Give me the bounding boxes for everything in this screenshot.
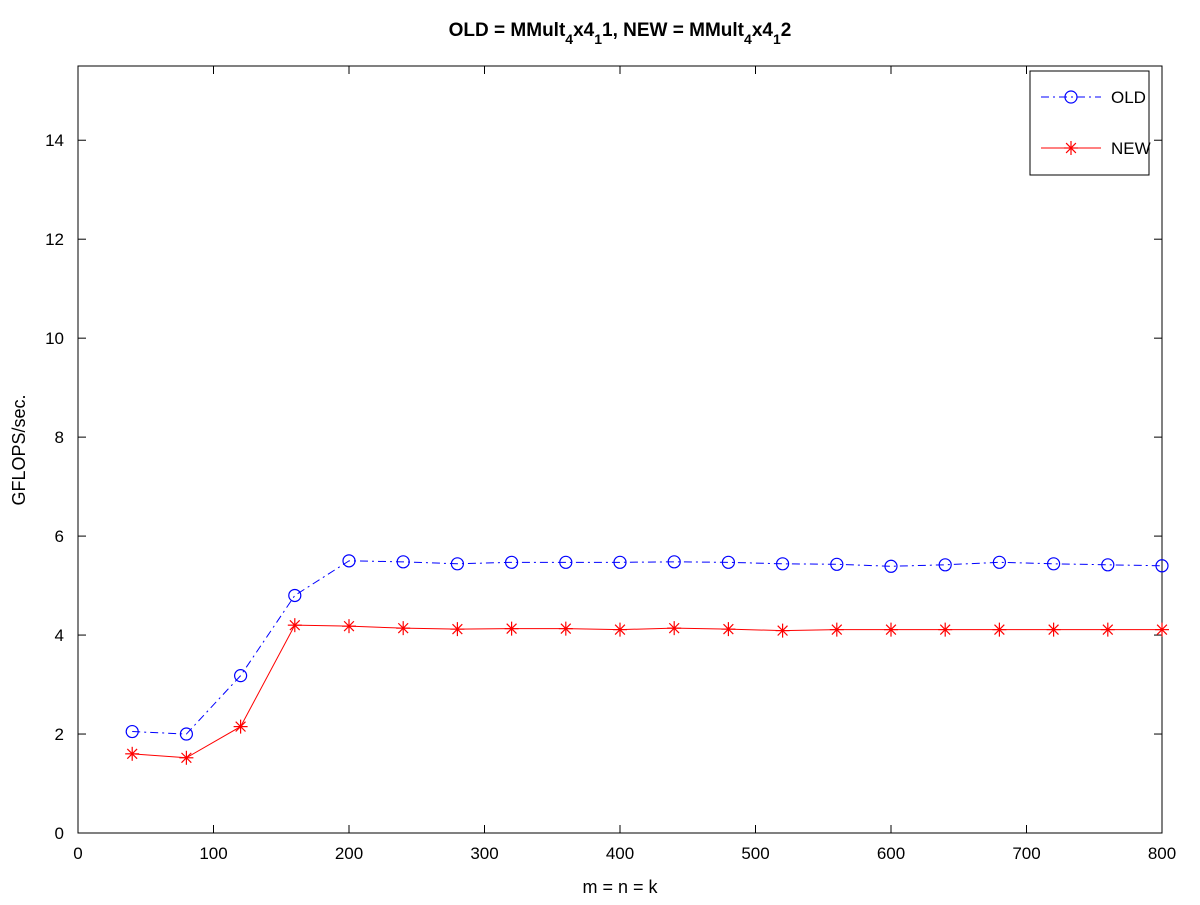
data-point-old <box>775 557 790 571</box>
x-tick-label: 0 <box>73 844 82 863</box>
data-point-new <box>233 719 248 734</box>
series-new <box>125 618 1169 765</box>
legend-marker-new <box>1064 141 1078 155</box>
series-line-old <box>132 560 1163 735</box>
data-point-new <box>992 622 1007 637</box>
series-line-new <box>132 624 1162 759</box>
data-point-new <box>884 622 898 637</box>
data-point-old <box>342 554 356 568</box>
x-tick-label: 600 <box>877 844 905 863</box>
x-tick-label: 200 <box>335 844 363 863</box>
legend-entry-new: NEW <box>1041 139 1151 158</box>
data-point-old <box>288 588 302 603</box>
x-tick-label: 100 <box>199 844 227 863</box>
data-point-new <box>938 622 953 637</box>
legend-label-old: OLD <box>1111 88 1146 107</box>
legend: OLD NEW <box>1029 70 1151 176</box>
title-part: 4 <box>744 31 752 47</box>
y-tick-label: 8 <box>55 428 64 447</box>
x-axis-tick-labels: 0 100 200 300 400 500 600 700 800 <box>73 844 1176 863</box>
y-tick-label: 0 <box>55 824 64 843</box>
data-point-new <box>558 621 573 636</box>
x-tick-label: 700 <box>1012 844 1040 863</box>
data-point-old <box>125 724 139 739</box>
legend-label-new: NEW <box>1111 139 1151 158</box>
y-tick-label: 12 <box>45 230 64 249</box>
y-tick-label: 2 <box>55 725 64 744</box>
y-axis-tick-labels: 0 2 4 6 8 10 12 14 <box>45 131 64 843</box>
chart-title: OLD = MMult4x411, NEW = MMult4x412 <box>449 20 792 47</box>
x-tick-label: 800 <box>1148 844 1176 863</box>
data-point-new <box>775 623 790 638</box>
title-part: 1, NEW = MMult <box>602 20 745 41</box>
y-tick-label: 4 <box>55 626 64 645</box>
data-point-new <box>667 621 682 636</box>
data-point-old <box>396 555 410 569</box>
data-point-old <box>1101 558 1115 572</box>
data-point-old <box>179 727 193 741</box>
data-point-old <box>938 558 952 572</box>
title-part: x4 <box>752 20 774 41</box>
data-point-old <box>559 555 573 569</box>
data-point-old <box>613 555 627 569</box>
y-tick-label: 6 <box>55 527 64 546</box>
data-point-new <box>613 622 627 637</box>
legend-marker-old <box>1064 90 1078 104</box>
data-point-new <box>1155 622 1169 637</box>
series-old <box>125 554 1169 741</box>
data-point-old <box>830 557 844 571</box>
data-point-new <box>450 622 465 637</box>
data-point-new <box>125 746 140 761</box>
x-tick-label: 500 <box>741 844 769 863</box>
data-point-new <box>179 750 194 765</box>
data-point-old <box>505 555 519 569</box>
series-layer <box>125 554 1169 765</box>
data-point-old <box>884 559 898 573</box>
title-part: x4 <box>573 20 595 41</box>
title-part: OLD = MMult <box>449 20 566 41</box>
data-point-old <box>1155 559 1169 573</box>
y-axis-label: GFLOPS/sec. <box>9 394 29 505</box>
axis-ticks <box>77 66 1163 834</box>
data-point-old <box>1046 557 1061 571</box>
title-part: 1 <box>773 31 781 47</box>
data-point-old <box>450 557 464 571</box>
data-point-new <box>396 621 411 636</box>
data-point-old <box>992 555 1007 569</box>
y-tick-label: 14 <box>45 131 64 150</box>
data-point-old <box>721 555 736 569</box>
data-point-new <box>1046 622 1061 637</box>
title-part: 1 <box>594 31 602 47</box>
data-point-old <box>234 669 248 683</box>
data-point-new <box>1100 622 1115 637</box>
title-part: 2 <box>781 20 792 41</box>
data-point-new <box>287 618 302 633</box>
x-tick-label: 400 <box>606 844 634 863</box>
data-point-new <box>721 622 736 637</box>
legend-entry-old: OLD <box>1041 88 1146 107</box>
legend-box <box>1029 70 1150 176</box>
data-point-new <box>342 619 356 634</box>
data-point-new <box>504 621 519 636</box>
x-axis-label: m = n = k <box>582 877 658 897</box>
y-tick-label: 10 <box>45 329 64 348</box>
data-point-new <box>829 622 844 637</box>
plot-area <box>77 65 1163 834</box>
title-part: 4 <box>565 31 573 47</box>
x-tick-label: 300 <box>470 844 498 863</box>
data-point-old <box>667 555 681 569</box>
